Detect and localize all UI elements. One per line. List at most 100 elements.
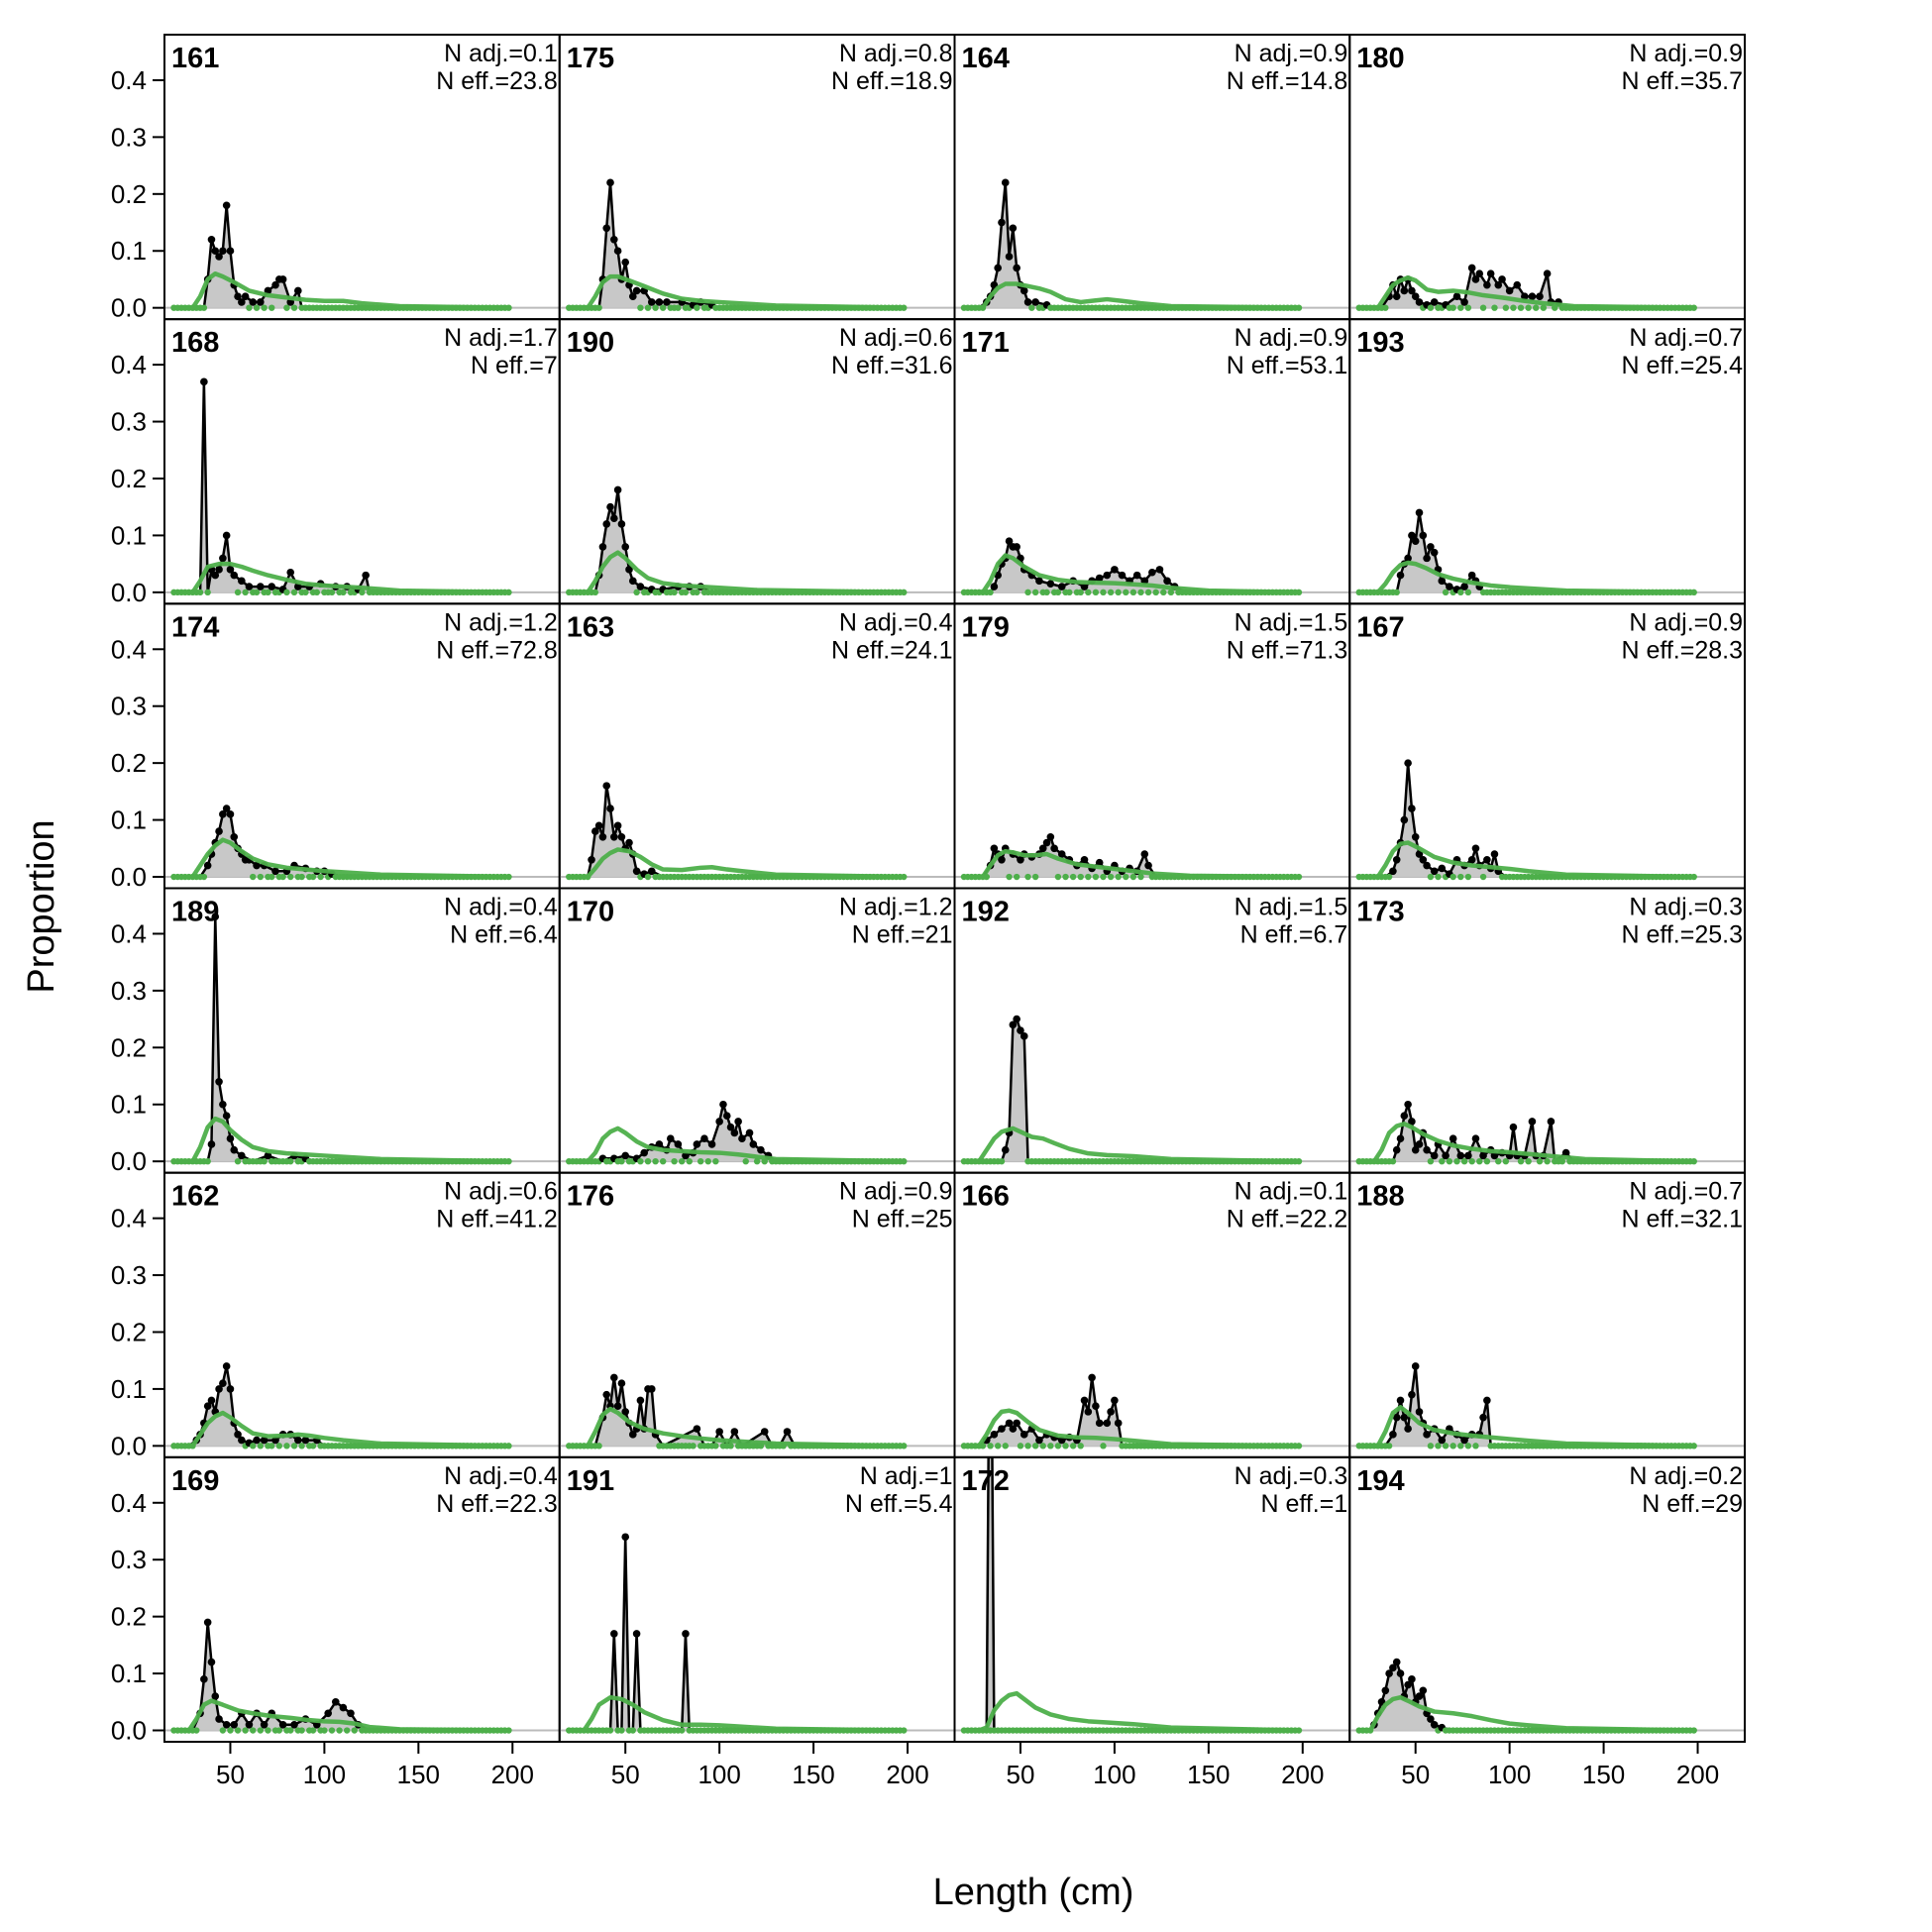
observed-point	[222, 1720, 231, 1729]
expected-line	[566, 847, 907, 880]
observed-point	[290, 304, 298, 311]
observed-point	[1115, 873, 1122, 881]
observed-point	[226, 247, 235, 256]
observed-point	[1054, 589, 1062, 596]
observed-area	[963, 1019, 1299, 1162]
observed-point	[987, 1443, 994, 1449]
y-tick-label: 0.4	[111, 65, 147, 95]
observed-point	[1430, 867, 1439, 876]
panel-plot-area	[164, 1618, 560, 1734]
observed-point	[1427, 543, 1435, 551]
observed-point	[1092, 1402, 1100, 1410]
observed-point	[1123, 873, 1129, 881]
panel-plot-area	[954, 1373, 1350, 1449]
observed-point	[261, 1157, 268, 1165]
panel-plot-area	[559, 485, 955, 596]
n-eff-label: N eff.=24.1	[831, 636, 953, 664]
observed-point	[200, 304, 208, 311]
n-adj-label: N adj.=0.3	[1629, 894, 1743, 921]
observed-point	[242, 1727, 249, 1734]
n-adj-label: N adj.=0.6	[839, 324, 953, 352]
observed-point	[652, 304, 659, 311]
observed-point	[1464, 1151, 1472, 1160]
observed-point	[618, 1727, 625, 1734]
observed-point	[1020, 1032, 1028, 1040]
expected-line	[1356, 560, 1696, 595]
n-adj-label: N adj.=0.9	[1629, 40, 1743, 67]
observed-line	[963, 1456, 1299, 1732]
panel-166: 166 N adj.=0.1N eff.=22.2	[953, 1171, 1351, 1458]
panel-plot-area	[559, 1373, 955, 1449]
y-tick-label: 0.4	[111, 1204, 147, 1234]
observed-point	[663, 298, 671, 306]
observed-point	[1460, 298, 1468, 306]
observed-point	[1123, 589, 1129, 596]
observed-point	[260, 1436, 268, 1445]
observed-point	[1035, 1436, 1043, 1445]
observed-point	[1467, 571, 1476, 580]
observed-point	[613, 821, 622, 830]
observed-point	[1095, 574, 1104, 583]
observed-point	[1155, 566, 1164, 574]
observed-point	[1137, 873, 1144, 881]
observed-point	[1460, 1436, 1468, 1445]
observed-point	[238, 577, 246, 586]
y-tick-label: 0.0	[111, 578, 147, 607]
n-eff-label: N eff.=29	[1642, 1490, 1743, 1518]
observed-point	[1396, 1134, 1405, 1143]
observed-point	[219, 247, 227, 256]
observed-point	[1502, 304, 1510, 311]
observed-point	[1381, 1686, 1390, 1695]
observed-point	[644, 1157, 652, 1165]
x-tick-label: 150	[792, 1760, 834, 1789]
observed-point	[1411, 1362, 1420, 1370]
panel-id-label: 193	[1356, 327, 1404, 359]
observed-point	[990, 1431, 999, 1439]
n-eff-label: N eff.=14.8	[1227, 67, 1348, 95]
observed-point	[1385, 873, 1393, 881]
observed-point	[1415, 1408, 1424, 1416]
observed-point	[1449, 1443, 1456, 1449]
observed-point	[655, 1140, 664, 1148]
observed-point	[1415, 298, 1424, 306]
observed-point	[347, 1709, 355, 1718]
observed-point	[1442, 589, 1449, 596]
observed-point	[286, 568, 295, 577]
observed-point	[1393, 589, 1400, 596]
observed-point	[647, 298, 656, 306]
observed-point	[707, 1140, 716, 1148]
observed-point	[757, 1145, 765, 1154]
observed-point	[1389, 867, 1397, 876]
observed-point	[222, 1362, 231, 1370]
panel-id-label: 189	[171, 897, 219, 928]
n-adj-label: N adj.=1	[860, 1462, 953, 1490]
observed-point	[1446, 583, 1453, 590]
observed-point	[1046, 833, 1055, 841]
n-adj-label: N adj.=0.4	[444, 1462, 558, 1490]
observed-point	[324, 1709, 332, 1718]
observed-point	[730, 1128, 739, 1137]
observed-point	[1408, 1675, 1416, 1683]
observed-point	[671, 1157, 678, 1165]
observed-point	[1427, 1715, 1435, 1723]
observed-point	[234, 589, 242, 596]
observed-point	[321, 1727, 328, 1734]
observed-point	[1483, 855, 1491, 864]
observed-point	[1442, 1151, 1449, 1160]
n-adj-label: N adj.=0.4	[839, 608, 953, 636]
panel-id-label: 176	[567, 1181, 614, 1213]
observed-point	[215, 1077, 223, 1086]
observed-point	[588, 855, 595, 864]
panel-plot-area	[164, 201, 560, 311]
observed-point	[704, 1157, 711, 1165]
observed-point	[629, 1431, 637, 1439]
observed-point	[268, 873, 275, 881]
observed-point	[1006, 873, 1013, 881]
observed-point	[1392, 1413, 1401, 1422]
observed-point	[1020, 286, 1028, 295]
observed-point	[1038, 844, 1047, 853]
panel-172: 172 N adj.=0.3N eff.=1	[953, 1455, 1351, 1744]
observed-point	[1137, 589, 1144, 596]
observed-point	[1438, 864, 1447, 873]
